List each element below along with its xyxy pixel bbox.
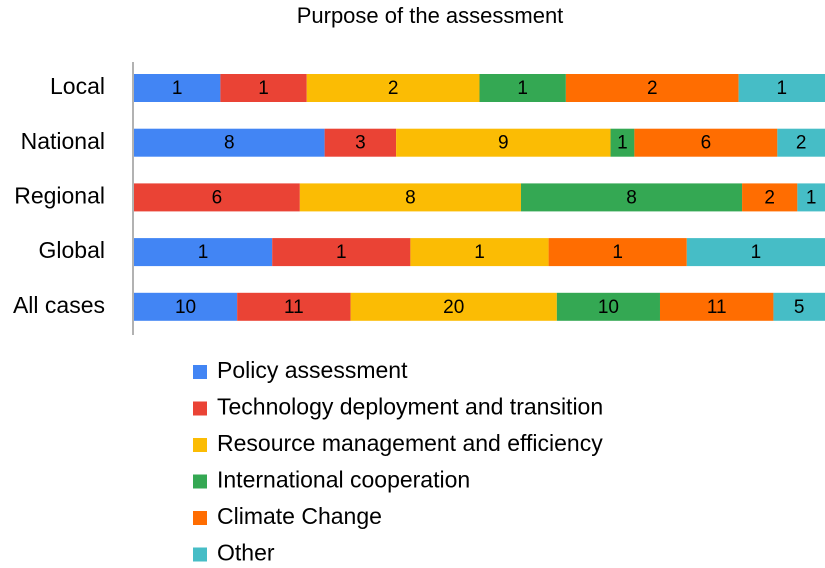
legend-label: Resource management and efficiency: [217, 430, 603, 456]
legend-label: Other: [217, 540, 275, 566]
data-label: 2: [764, 187, 775, 208]
data-label: 20: [443, 297, 464, 318]
bar-segment: [237, 292, 351, 321]
data-label: 8: [405, 187, 416, 208]
data-label: 1: [617, 133, 628, 154]
bar-segment: [520, 183, 743, 212]
bar-segment: [479, 74, 566, 102]
bar-segment: [556, 292, 660, 321]
bar-segment: [777, 128, 825, 157]
y-tick-label: All cases: [13, 292, 105, 318]
legend-swatch: [193, 401, 207, 416]
data-label: 10: [175, 297, 196, 318]
legend-swatch: [193, 365, 207, 379]
data-label: 5: [794, 297, 805, 318]
bar-segment: [134, 74, 221, 102]
legend-label: Technology deployment and transition: [217, 394, 603, 420]
data-label: 8: [626, 187, 637, 208]
data-label: 1: [517, 78, 528, 99]
legend-label: Policy assessment: [217, 357, 408, 383]
bar-segment: [548, 238, 687, 267]
legend-swatch: [193, 438, 207, 452]
legend-label: Climate Change: [217, 503, 382, 529]
data-label: 1: [751, 242, 762, 263]
data-label: 11: [707, 297, 727, 318]
legend-label: International cooperation: [217, 467, 470, 493]
bar-segment: [350, 292, 557, 321]
bar-segment: [299, 183, 521, 212]
bar-segment: [306, 74, 480, 102]
data-label: 1: [612, 242, 623, 263]
bar-segment: [396, 128, 611, 157]
data-label: 2: [388, 78, 399, 99]
data-label: 1: [806, 187, 817, 208]
bar-segment: [410, 238, 549, 267]
bar-segment: [134, 238, 273, 267]
data-label: 9: [498, 133, 509, 154]
data-label: 1: [258, 78, 269, 99]
data-label: 1: [198, 242, 209, 263]
data-label: 3: [355, 133, 366, 154]
y-tick-label: Local: [50, 73, 105, 99]
bar-segment: [134, 128, 325, 157]
legend-swatch: [193, 547, 207, 562]
legend-swatch: [193, 474, 207, 489]
data-label: 2: [647, 78, 658, 99]
bar-segment: [797, 183, 825, 212]
y-tick-label: Global: [39, 237, 105, 263]
bar-segment: [634, 128, 778, 157]
bar-segment: [134, 292, 238, 321]
data-label: 1: [474, 242, 485, 263]
chart-title: Purpose of the assessment: [297, 3, 564, 28]
data-label: 6: [212, 187, 223, 208]
data-label: 11: [284, 297, 304, 318]
data-label: 10: [598, 297, 619, 318]
data-label: 1: [172, 78, 183, 99]
bar-segment: [738, 74, 825, 102]
data-label: 8: [224, 133, 235, 154]
data-label: 2: [796, 133, 807, 154]
y-tick-label: Regional: [14, 182, 105, 208]
bar-segment: [272, 238, 411, 267]
legend-swatch: [193, 511, 207, 525]
bar-segment: [659, 292, 774, 321]
bar-segment: [742, 183, 798, 212]
data-label: 6: [701, 133, 712, 154]
bar-segment: [220, 74, 307, 102]
bar-segment: [686, 238, 825, 267]
bar-segment: [134, 183, 300, 212]
data-label: 1: [777, 78, 788, 99]
bar-segment: [773, 292, 825, 321]
y-tick-label: National: [21, 128, 105, 154]
bar-segment: [565, 74, 739, 102]
bar-segment: [610, 128, 635, 157]
bar-segment: [324, 128, 397, 157]
data-label: 1: [336, 242, 347, 263]
